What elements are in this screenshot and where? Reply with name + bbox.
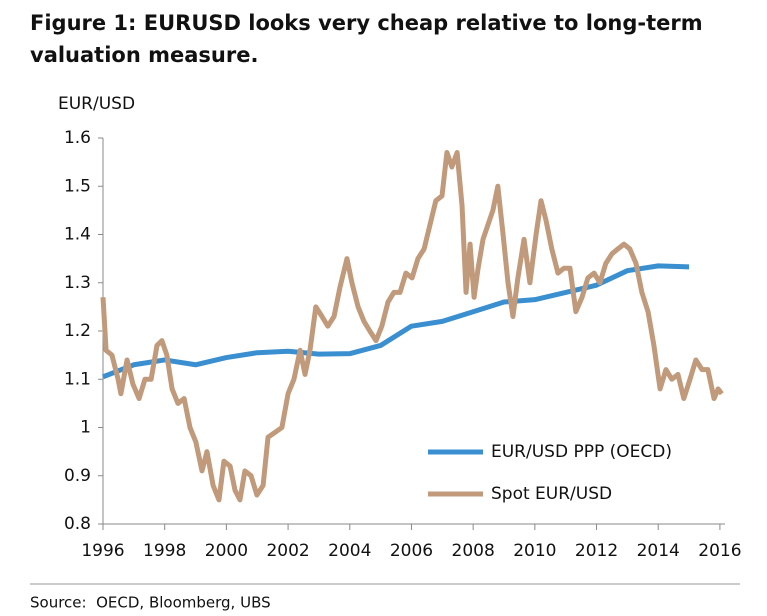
y-tick-label: 1.5	[64, 176, 91, 196]
x-tick-label: 1996	[81, 541, 124, 561]
x-tick-label: 2016	[698, 541, 741, 561]
x-tick-label: 2012	[575, 541, 618, 561]
series-line	[102, 263, 690, 380]
y-tick-label: 0.9	[64, 466, 91, 486]
x-tick-label: 2010	[513, 541, 556, 561]
y-tick-label: 0.8	[64, 514, 91, 534]
x-tick-label: 2014	[637, 541, 680, 561]
legend-label: Spot EUR/USD	[491, 484, 612, 504]
chart-title: Figure 1: EURUSD looks very cheap relati…	[30, 11, 703, 67]
y-axis-label: EUR/USD	[58, 94, 135, 114]
x-tick-label: 2000	[205, 541, 248, 561]
x-tick-label: 2008	[452, 541, 495, 561]
y-tick-label: 1.3	[64, 273, 91, 293]
y-tick-label: 1.4	[64, 225, 91, 245]
legend-label: EUR/USD PPP (OECD)	[491, 442, 672, 462]
y-tick-label: 1.2	[64, 321, 91, 341]
x-tick-label: 1998	[143, 541, 186, 561]
y-tick-label: 1.6	[64, 128, 91, 148]
y-tick-label: 1.1	[64, 369, 91, 389]
y-tick-label: 1	[80, 418, 91, 438]
x-tick-label: 2002	[266, 541, 309, 561]
source: Source: OECD, Bloomberg, UBS	[30, 594, 271, 612]
x-tick-label: 2004	[328, 541, 371, 561]
series-line	[100, 149, 724, 503]
x-tick-label: 2006	[390, 541, 433, 561]
